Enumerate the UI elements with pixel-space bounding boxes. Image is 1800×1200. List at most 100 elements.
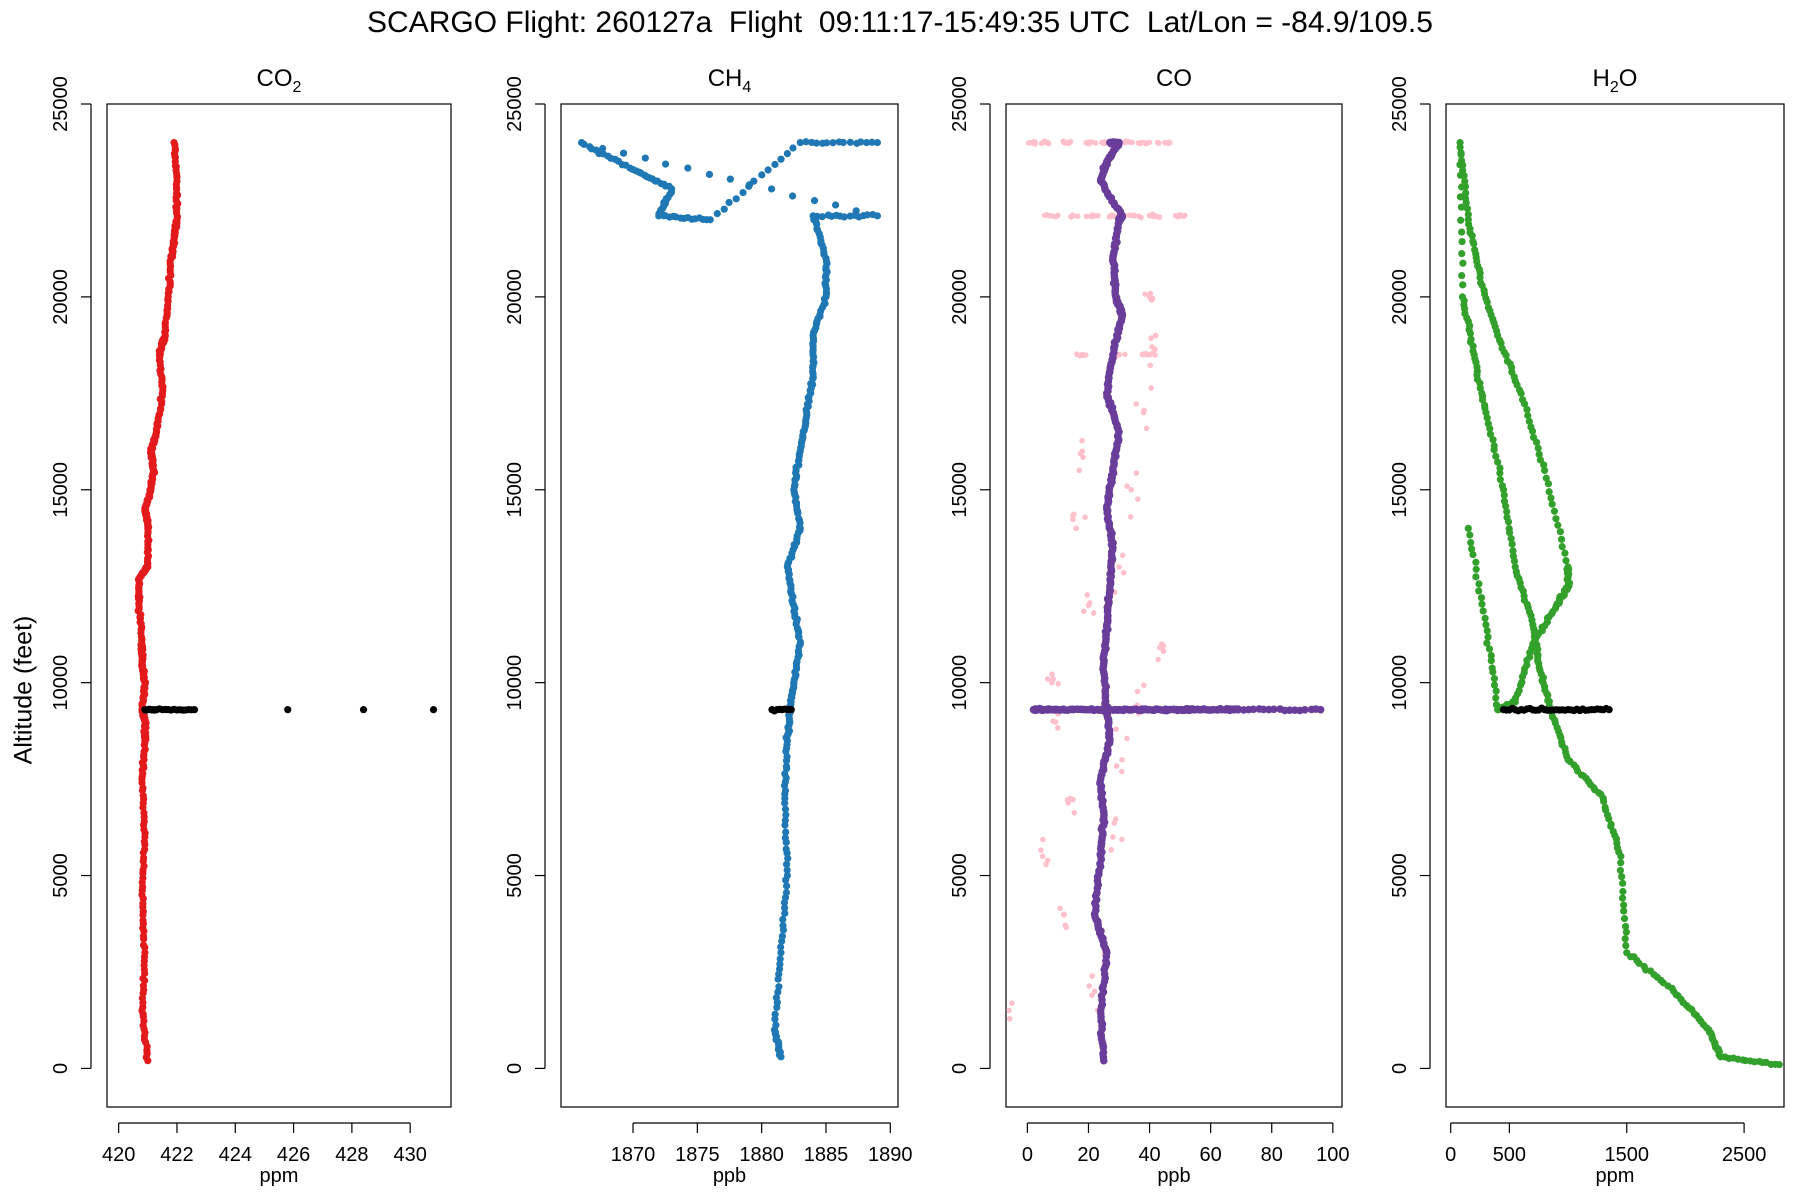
trace-point-blue (771, 1010, 779, 1018)
noise-point-pink (1082, 352, 1089, 358)
x-tick-label: 1880 (739, 1144, 784, 1166)
points-group (1006, 138, 1325, 1065)
trace-point-red (138, 779, 146, 787)
noise-point-pink (1123, 138, 1129, 145)
trace-point-green (1548, 500, 1556, 508)
noise-point-pink (1009, 1000, 1015, 1006)
noise-point-pink (1149, 350, 1155, 357)
trace-point-blue (772, 994, 781, 1002)
noise-point-pink (1076, 467, 1083, 474)
trace-point-purple (1301, 706, 1309, 714)
trace-point-green (1545, 488, 1553, 496)
trace-point-blue (788, 192, 797, 200)
trace-point-blue (758, 171, 766, 179)
trace-point-green (1620, 907, 1628, 915)
noise-point-pink (1095, 212, 1101, 219)
trace-point-green (1672, 991, 1680, 999)
trace-point-purple (1259, 705, 1268, 714)
trace-point-green (1622, 941, 1630, 950)
noise-point-pink (1138, 139, 1144, 146)
trace-point-green (1558, 542, 1566, 551)
noise-point-pink (1113, 763, 1120, 769)
trace-point-blue (781, 816, 789, 824)
trace-point-green (1486, 430, 1495, 438)
noise-point-pink (1057, 905, 1063, 912)
noise-point-pink (1141, 682, 1147, 689)
data-point-blue (873, 138, 882, 147)
trace-point-green (1492, 452, 1500, 460)
trace-point-purple (1081, 705, 1090, 714)
y-tick-label: 5000 (1389, 853, 1411, 898)
trace-point-green (1562, 556, 1570, 565)
noise-point-pink (1043, 139, 1050, 146)
x-tick-label: 420 (102, 1144, 135, 1166)
noise-point-pink (1178, 212, 1185, 219)
trace-point-green (1556, 528, 1564, 536)
plot-frame (1445, 103, 1785, 1108)
noise-point-pink (1113, 726, 1120, 732)
noise-point-pink (1055, 680, 1061, 687)
noise-point-pink (1086, 600, 1093, 606)
noise-point-pink (1172, 212, 1179, 219)
trace-point-green (1535, 663, 1543, 672)
x-tick-label: 0 (1022, 1144, 1033, 1166)
band-point-black (1584, 706, 1593, 714)
trace-point-purple (1312, 705, 1320, 713)
trace-point-green (1496, 469, 1504, 477)
noise-point-pink (1070, 796, 1076, 803)
y-tick-label: 20000 (50, 269, 72, 325)
noise-point-pink (1071, 511, 1077, 518)
trace-point-green (1456, 143, 1464, 151)
trace-point-green (1475, 587, 1483, 595)
trace-point-blue (863, 211, 872, 219)
chart-main-title: SCARGO Flight: 260127a Flight 09:11:17-1… (367, 6, 1433, 39)
noise-point-pink (1133, 470, 1140, 476)
x-tick-label: 1885 (804, 1144, 849, 1166)
trace-point-blue (776, 955, 784, 963)
trace-point-green (1487, 656, 1495, 665)
data-point-black (429, 706, 438, 714)
trace-point-blue (781, 909, 789, 917)
noise-point-pink (1141, 407, 1147, 414)
trace-point-green (1492, 701, 1501, 709)
noise-point-pink (1089, 992, 1095, 999)
x-tick-label: 1500 (1604, 1144, 1649, 1166)
noise-point-pink (1071, 810, 1078, 816)
trace-point-blue (641, 154, 649, 162)
trace-point-green (1469, 550, 1477, 559)
noise-point-pink (1055, 212, 1061, 219)
trace-point-green (1490, 675, 1499, 683)
trace-point-blue (782, 860, 791, 868)
trace-point-blue (781, 834, 789, 842)
trace-point-blue (782, 828, 790, 836)
noise-point-pink (1086, 983, 1093, 989)
noise-point-pink (1118, 768, 1125, 775)
y-tick-label: 20000 (1389, 269, 1411, 325)
trace-point-blue (705, 170, 714, 179)
trace-point-blue (720, 205, 728, 213)
x-tick-label: 428 (335, 1144, 368, 1166)
noise-point-pink (1006, 1016, 1013, 1022)
trace-point-blue (781, 904, 789, 912)
x-tick-label: 40 (1138, 1144, 1160, 1166)
trace-point-green (1547, 494, 1555, 502)
x-tick-label: 1870 (611, 1144, 656, 1166)
x-tick-label: 2500 (1722, 1144, 1767, 1166)
trace-point-green (1542, 474, 1550, 482)
trace-point-green (1457, 151, 1465, 159)
trace-point-purple (1103, 392, 1111, 401)
trace-point-red (171, 141, 179, 149)
trace-point-green (1461, 177, 1469, 185)
noise-point-pink (1133, 401, 1139, 407)
band-point-black (1561, 706, 1569, 714)
trace-point-green (1458, 228, 1466, 236)
trace-point-blue (702, 216, 711, 224)
trace-point-green (1493, 327, 1501, 335)
x-tick-label: 0 (1445, 1144, 1456, 1166)
trace-point-green (1618, 873, 1626, 881)
trace-point-green (1459, 161, 1467, 169)
x-axis-label: ppb (713, 1165, 746, 1187)
trace-point-green (1621, 922, 1630, 931)
